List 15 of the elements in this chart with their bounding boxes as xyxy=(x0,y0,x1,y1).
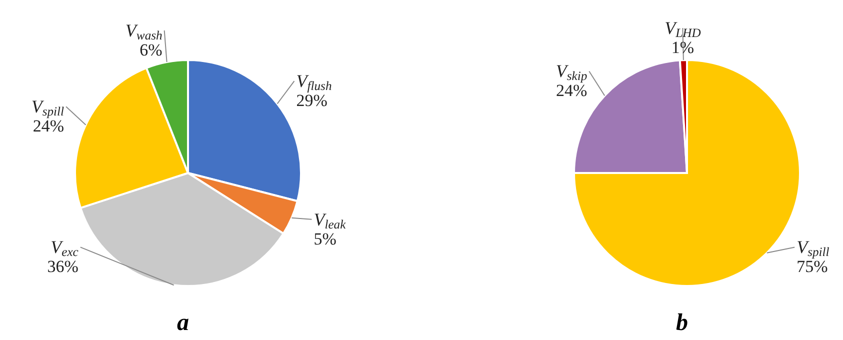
text: b xyxy=(675,310,689,337)
data-label: 6% xyxy=(140,40,162,60)
data-label: 5% xyxy=(314,229,336,248)
data-label: 1% xyxy=(671,38,694,58)
slice-label: V$_{flush}$ xyxy=(296,71,332,94)
data-label: 29% xyxy=(296,91,328,110)
text: a xyxy=(176,310,190,337)
slice-label: V$_{leak}$ xyxy=(314,209,346,232)
slice-label: V$_{skip}$ xyxy=(556,61,588,84)
slice-label: V$_{spill}$ xyxy=(31,96,65,119)
slice-label: V$_{LHD}$ xyxy=(664,18,701,40)
data-label: 36% xyxy=(47,257,78,276)
slice-label: V$_{exc}$ xyxy=(50,237,79,260)
slice-label: V$_{spill}$ xyxy=(796,237,830,260)
slice-label: V$_{wash}$ xyxy=(125,20,162,43)
